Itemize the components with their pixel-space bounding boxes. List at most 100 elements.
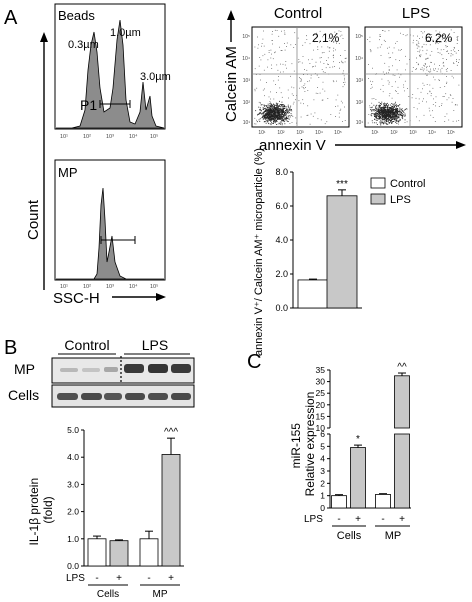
flow-dot [279, 116, 281, 118]
flow-dot [379, 123, 381, 125]
flow-dot [264, 53, 266, 55]
histogram-panel: Count SSC-H Beads 0.3µm 1.0µm 3.0µm P1 1… [25, 3, 171, 307]
flow-dot [394, 108, 395, 110]
flow-dot [284, 111, 286, 113]
flow-dot [284, 111, 286, 113]
flow-dot [286, 110, 288, 111]
flow-dot [399, 104, 401, 105]
flow-dot [282, 63, 284, 65]
flow-dot [277, 123, 279, 125]
flow-dot [422, 36, 423, 38]
flow-dot [272, 111, 273, 112]
flow-dot [382, 107, 384, 108]
flow-dot [333, 47, 335, 49]
flow-dot [338, 116, 340, 118]
flow-dot [428, 70, 430, 72]
flow-dot [269, 123, 271, 125]
flow-dot [412, 42, 414, 44]
flow-dot [386, 115, 387, 116]
flow-dot [263, 116, 265, 118]
blot-band [125, 393, 145, 400]
flow-dot [394, 112, 396, 114]
flow-dot [269, 118, 271, 120]
flow-dot [452, 54, 454, 56]
flow-dot [267, 109, 269, 110]
flow-dot [388, 115, 390, 117]
flow-dot [387, 123, 389, 125]
flow-dot [386, 107, 388, 108]
flow-dot [453, 110, 455, 111]
flow-dot [271, 107, 273, 109]
flow-dot [342, 102, 343, 104]
flow-dot [281, 110, 283, 112]
flow-dot [302, 56, 304, 57]
y-tick-label: 25 [316, 388, 326, 398]
flow-dot [447, 50, 448, 52]
flow-dot [395, 81, 396, 83]
flow-dot [387, 117, 389, 119]
flow-dot [391, 115, 393, 117]
flow-dot [398, 49, 400, 51]
flow-dot [390, 108, 392, 110]
flow-dot [281, 50, 283, 51]
flow-dot [426, 101, 427, 103]
flow-dot [279, 114, 281, 116]
flow-dot [267, 103, 269, 105]
flow-dot [269, 104, 271, 106]
flow-dot [322, 88, 324, 90]
flow-dot [390, 108, 391, 109]
flow-dot [310, 77, 312, 79]
flow-dot [263, 112, 265, 114]
flow-dot [329, 47, 331, 49]
flow-dot [272, 112, 274, 114]
flow-dot [312, 115, 314, 117]
flow-ylabel: Calcein AM [223, 46, 240, 122]
flow-dot [322, 71, 324, 73]
flow-dot [379, 39, 380, 41]
flow-dot [373, 113, 375, 115]
blot-band [82, 368, 100, 372]
flow-dot [370, 114, 372, 116]
flow-dot [395, 122, 397, 123]
flow-dot [275, 102, 277, 104]
flow-dot [388, 70, 390, 71]
flow-dot [282, 114, 283, 115]
flow-dot [282, 107, 284, 109]
legend-label: Control [390, 178, 425, 190]
flow-dot [370, 107, 372, 109]
flow-dot [276, 113, 278, 115]
flow-dot [388, 111, 390, 113]
flow-dot [429, 65, 430, 67]
flow-dot [284, 64, 286, 66]
flow-dot [257, 114, 258, 116]
flow-dot [385, 115, 386, 116]
flow-dot [376, 104, 378, 106]
flow-dot [283, 114, 285, 116]
flow-dot [401, 116, 403, 118]
flow-dot [269, 117, 271, 119]
flow-dot [271, 33, 273, 35]
flow-dot [281, 96, 283, 98]
flow-dot [447, 39, 449, 41]
flow-dot [284, 49, 286, 51]
flow-dot [267, 113, 269, 115]
flow-dot [292, 95, 294, 96]
flow-dot [287, 108, 289, 110]
flow-dot [391, 105, 392, 107]
flow-dot [278, 118, 279, 120]
flow-dot [440, 71, 442, 73]
gate-label: P1 [80, 97, 97, 113]
flow-dot [276, 117, 277, 119]
flow-dot [301, 80, 302, 82]
flow-dot [337, 94, 339, 96]
flow-dot [279, 110, 281, 112]
flow-dot [388, 69, 390, 70]
flow-dot [417, 64, 419, 66]
flow-dot [387, 113, 389, 115]
flow-dot [312, 66, 313, 68]
flow-dot [317, 118, 319, 120]
flow-dot [270, 57, 272, 59]
flow-dot [266, 109, 267, 111]
flow-dot [314, 41, 315, 43]
flow-dot [316, 32, 318, 34]
